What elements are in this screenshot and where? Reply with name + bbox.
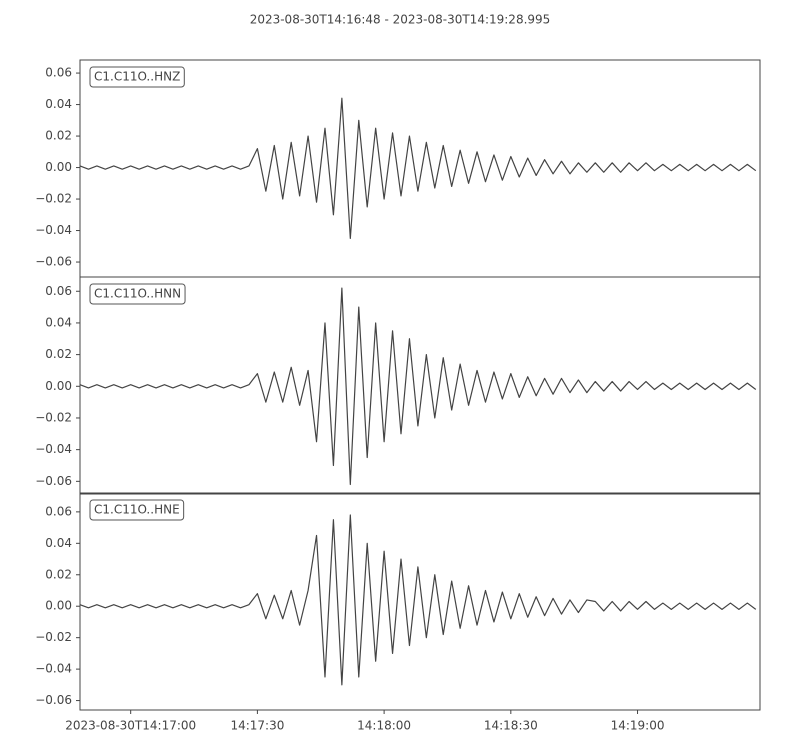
x-tick-label: 14:18:30 xyxy=(484,719,538,733)
y-tick-label: −0.04 xyxy=(35,223,72,237)
axes-frame xyxy=(79,276,761,495)
legend-box xyxy=(89,66,185,88)
legend-label: C1.C11O..HNE xyxy=(94,503,180,517)
waveform xyxy=(79,287,757,486)
y-tick-label: −0.02 xyxy=(35,410,72,424)
y-tick-label: 0.06 xyxy=(45,284,72,298)
y-tick-label: 0.00 xyxy=(45,599,72,613)
y-tick-label: 0.00 xyxy=(45,160,72,174)
x-tick-label: 14:19:00 xyxy=(611,719,665,733)
legend-box xyxy=(89,499,185,521)
x-tick-label: 14:18:00 xyxy=(357,719,411,733)
y-tick-label: 0.00 xyxy=(45,379,72,393)
y-tick-label: 0.02 xyxy=(45,129,72,143)
y-tick-label: −0.04 xyxy=(35,662,72,676)
y-tick-label: 0.02 xyxy=(45,347,72,361)
legend-label: C1.C11O..HNN xyxy=(94,287,181,301)
axes-frame xyxy=(79,492,761,711)
y-tick-label: 0.06 xyxy=(45,66,72,80)
y-tick-label: −0.06 xyxy=(35,693,72,707)
chart-title: 2023-08-30T14:16:48 - 2023-08-30T14:19:2… xyxy=(250,13,551,27)
y-tick-label: 0.04 xyxy=(45,315,72,329)
waveform xyxy=(79,97,757,240)
x-tick-label: 14:17:30 xyxy=(230,719,284,733)
y-tick-label: −0.02 xyxy=(35,630,72,644)
waveform xyxy=(79,514,757,686)
y-tick-label: −0.04 xyxy=(35,442,72,456)
y-tick-label: 0.04 xyxy=(45,536,72,550)
y-tick-label: −0.06 xyxy=(35,255,72,269)
y-tick-label: 0.04 xyxy=(45,97,72,111)
y-tick-label: −0.02 xyxy=(35,192,72,206)
x-tick-label: 2023-08-30T14:17:00 xyxy=(65,719,196,733)
y-tick-label: 0.06 xyxy=(45,504,72,518)
legend-box xyxy=(89,283,186,305)
y-tick-label: −0.06 xyxy=(35,474,72,488)
y-tick-label: 0.02 xyxy=(45,567,72,581)
legend-label: C1.C11O..HNZ xyxy=(94,70,180,84)
